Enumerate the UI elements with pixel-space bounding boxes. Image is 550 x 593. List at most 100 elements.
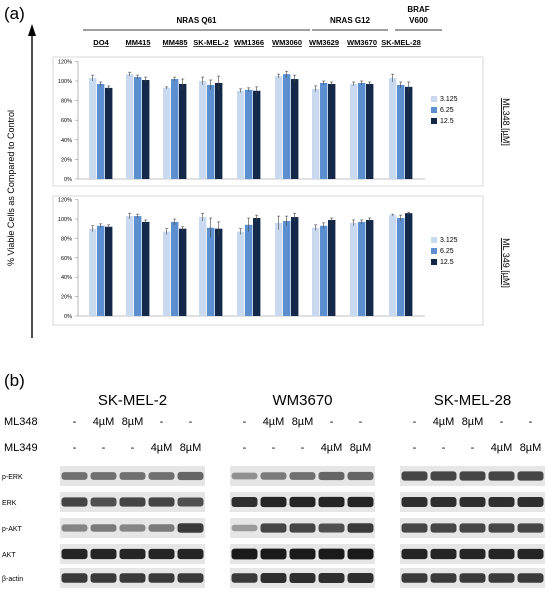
blot-band: [148, 573, 175, 583]
bar: [245, 89, 253, 179]
ml348-dose: -: [189, 416, 193, 428]
bar: [389, 215, 397, 316]
y-tick-label: 120%: [58, 198, 72, 204]
ml349-dose: 8µM: [180, 442, 202, 454]
ml349-dose: -: [301, 442, 305, 454]
cell-line-label: WM1366: [234, 38, 264, 47]
blot-band: [148, 497, 175, 507]
blot-band: [459, 471, 486, 481]
ml349-dose: -: [243, 442, 247, 454]
blot-band: [119, 524, 146, 532]
blot-row-label: p-AKT: [2, 526, 23, 533]
blot-band: [347, 523, 374, 533]
blot-band: [347, 496, 374, 508]
blot-band: [260, 472, 287, 480]
bar: [312, 88, 320, 179]
blot-band: [430, 471, 457, 481]
blot-band: [401, 573, 428, 583]
y-tick-label: 100%: [58, 217, 72, 223]
bar: [253, 90, 261, 179]
group-label: NRAS G12: [330, 16, 371, 25]
group-label: V600: [409, 16, 428, 25]
bar: [397, 218, 405, 316]
panel-b-label: (b): [4, 371, 25, 390]
blot-band: [289, 548, 316, 560]
blot-band: [119, 573, 146, 583]
bar: [350, 222, 358, 316]
blot-row-label: β-actin: [2, 576, 23, 583]
y-tick-label: 20%: [61, 157, 72, 163]
blot-band: [459, 523, 486, 533]
blot-band: [318, 523, 345, 533]
row-label-ml348: ML348: [4, 416, 38, 428]
blot-band: [231, 548, 258, 560]
bar: [134, 77, 142, 179]
row-label-ml349: ML349: [4, 442, 38, 454]
blot-band: [177, 497, 204, 507]
blot-band: [231, 497, 258, 507]
bar: [358, 221, 366, 316]
ml348-dose: -: [529, 416, 533, 428]
blot-band: [231, 573, 258, 583]
blot-band: [260, 573, 287, 583]
bar: [171, 221, 179, 316]
ml349-dose: -: [442, 442, 446, 454]
blot-band: [260, 548, 287, 560]
ml348-dose: 8µM: [122, 416, 144, 428]
chart-1-frame: [52, 56, 484, 187]
bar: [105, 226, 113, 316]
blot-band: [289, 573, 316, 583]
bar: [291, 79, 299, 179]
blot-band: [430, 573, 457, 583]
blot-band: [401, 471, 428, 481]
legend-label: 3.125: [440, 237, 458, 244]
bar: [320, 82, 328, 179]
bar: [97, 225, 105, 316]
y-tick-label: 100%: [58, 79, 72, 85]
ml349-dose: -: [131, 442, 135, 454]
blot-band: [318, 471, 345, 481]
legend-label: 12.5: [440, 259, 454, 266]
blot-band: [61, 472, 88, 480]
bar: [126, 216, 134, 316]
blot-band: [488, 471, 515, 481]
chart-2-frame: [52, 195, 484, 326]
cell-line-label: DO4: [93, 38, 109, 47]
ml349-dose: -: [102, 442, 106, 454]
bar: [163, 231, 171, 316]
blot-band: [289, 523, 316, 533]
blot-band: [148, 524, 175, 532]
bar: [291, 217, 299, 316]
blot-band: [401, 548, 428, 560]
blot-band: [289, 472, 316, 480]
bar: [405, 86, 413, 179]
bar: [97, 83, 105, 179]
blot-band: [177, 471, 204, 481]
bar: [366, 219, 374, 316]
western-blots: SK-MEL-2 - - 4µM - 8µM - - 4µM - 8µM WM3670 - - 4µM - 8µ…: [2, 392, 545, 588]
bar: [237, 90, 245, 179]
ml348-dose: -: [413, 416, 417, 428]
bar: [89, 78, 97, 179]
chart-ml348: 0% 20% 40% 60% 80% 100% 120% 3.125 6.25 12.5 ML348…: [58, 59, 511, 183]
blot-band: [488, 573, 515, 583]
bar: [405, 213, 413, 316]
bar: [142, 221, 150, 316]
cell-line-title: WM3670: [272, 392, 332, 409]
cell-line-label: SK-MEL-28: [381, 38, 421, 47]
ml348-dose: -: [359, 416, 363, 428]
ml349-dose: 8µM: [350, 442, 372, 454]
bar: [275, 76, 283, 179]
blot-band: [231, 472, 258, 480]
y-tick-label: 0%: [64, 177, 72, 183]
legend-label: 12.5: [440, 118, 454, 125]
ml349-dose: 4µM: [321, 442, 343, 454]
blot-band: [61, 573, 88, 583]
blot-row-label: ERK: [2, 500, 17, 507]
bar: [207, 84, 215, 179]
legend-swatch: [431, 118, 437, 124]
legend-label: 6.25: [440, 248, 454, 255]
bar: [358, 82, 366, 179]
bar: [366, 83, 374, 179]
